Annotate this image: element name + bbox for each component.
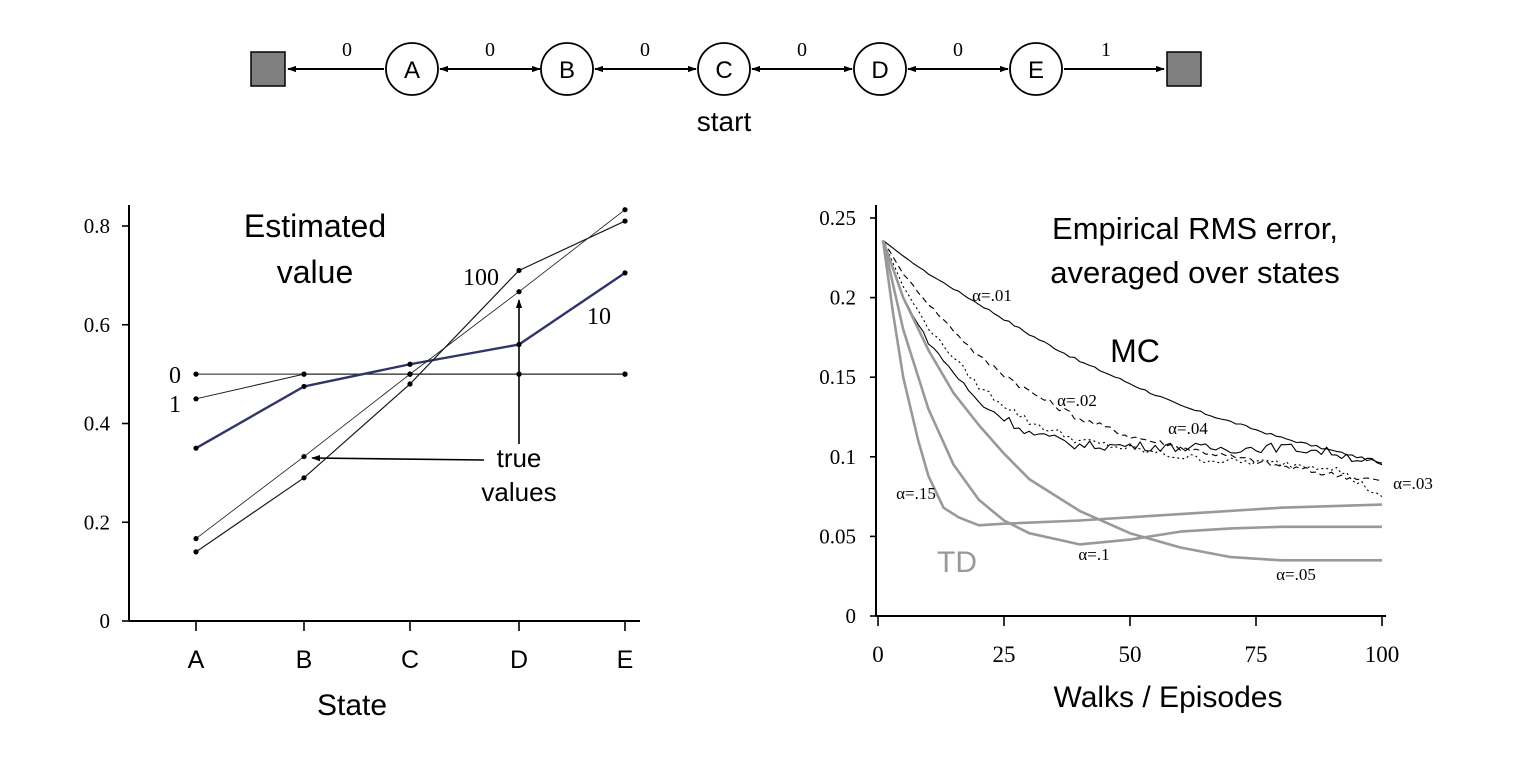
series-line-TD-1	[881, 240, 1382, 546]
right-x-tick-label: 75	[1245, 642, 1268, 667]
data-point-1	[193, 396, 199, 402]
curve-label-1: 1	[169, 392, 181, 418]
node-label-d: D	[871, 57, 888, 84]
right-x-tick-label: 100	[1365, 642, 1400, 667]
data-point-100	[516, 267, 522, 274]
td-label: TD	[937, 546, 977, 579]
data-point-10	[193, 445, 199, 451]
series-line-MC-04	[882, 240, 1383, 466]
state-node-b	[540, 42, 594, 96]
true-values-arrow-b	[311, 454, 485, 462]
right-chart-title-line2: averaged over states	[1050, 255, 1340, 290]
data-point-100	[301, 475, 307, 481]
curve-label-0: 0	[169, 363, 181, 389]
alpha-label-mc-03: α=.03	[1393, 474, 1433, 493]
alpha-label-mc-02: α=.02	[1057, 391, 1097, 410]
mc-label: MC	[1110, 333, 1160, 369]
series-line-TD-05	[881, 239, 1382, 562]
left-y-tick-label: 0.2	[84, 510, 110, 534]
right-tick-group: 0 0.05 0.1 0.15 0.2 0.25 0 25 50 75 100	[819, 206, 1399, 667]
data-point-true-values	[193, 535, 199, 542]
alpha-label-td-05: α=.05	[1276, 565, 1316, 584]
right-chart-title-line1: Empirical RMS error,	[1052, 211, 1338, 246]
left-chart-title-line2: value	[277, 254, 354, 290]
alpha-label-mc-04: α=.04	[1168, 419, 1208, 438]
right-x-tick-label: 25	[993, 642, 1016, 667]
node-label-b: B	[559, 57, 575, 84]
data-point-100	[622, 218, 628, 224]
alpha-label-td-15: α=.15	[896, 484, 936, 503]
data-point-10	[407, 361, 413, 367]
data-point-0	[193, 371, 199, 377]
right-series-group	[881, 239, 1383, 562]
true-values-label-line2: values	[481, 477, 556, 507]
state-node-a	[385, 42, 439, 96]
right-x-tick-label: 50	[1119, 642, 1142, 667]
series-line-TD-15	[881, 240, 1383, 527]
node-label-c: C	[715, 57, 732, 84]
left-x-axis-label: State	[317, 689, 387, 722]
right-y-tick-label: 0.25	[819, 206, 856, 230]
right-y-tick-label: 0	[846, 604, 857, 628]
random-walk-diagram: A B C D E 0 0 0 0 0 1 start	[250, 39, 1202, 137]
data-point-true-values	[622, 207, 628, 213]
series-line-MC-01	[882, 239, 1383, 464]
right-y-tick-label: 0.05	[819, 524, 856, 548]
data-point-true-values	[301, 453, 307, 460]
data-point-10	[301, 383, 307, 390]
start-label: start	[697, 106, 752, 137]
data-point-100	[407, 381, 413, 387]
left-y-tick-label: 0.4	[84, 412, 111, 436]
data-point-true-values	[407, 371, 413, 377]
data-point-1	[622, 371, 628, 377]
right-y-tick-label: 0.2	[830, 286, 856, 310]
right-y-tick-label: 0.15	[819, 365, 856, 389]
alpha-label-td-1: α=.1	[1078, 545, 1109, 564]
state-node-c	[697, 42, 751, 96]
estimated-value-chart: 00.20.40.60.8A B C D E Estimated value 100 1…	[84, 205, 640, 722]
data-point-true-values	[516, 289, 522, 295]
left-x-tick-label: D	[510, 646, 528, 674]
right-y-tick-label: 0.1	[830, 445, 856, 469]
left-y-tick-label: 0.6	[84, 313, 110, 337]
node-label-e: E	[1028, 57, 1044, 84]
left-tick-group: 0 0.2 0.4 0.6 0.8 A B C D E	[84, 214, 634, 674]
rms-error-chart: 0 0.05 0.1 0.15 0.2 0.25 0 25 50 75 100 Empirical …	[819, 205, 1433, 714]
series-line-MC-02	[882, 240, 1383, 482]
reward-label: 0	[342, 39, 352, 61]
node-label-a: A	[404, 57, 420, 84]
right-x-axis-label: Walks / Episodes	[1054, 681, 1283, 714]
left-terminal-box	[250, 51, 286, 87]
reward-label: 0	[640, 39, 650, 61]
right-terminal-box	[1166, 51, 1202, 87]
series-line-10	[195, 271, 626, 450]
left-y-tick-label: 0.8	[84, 214, 110, 238]
left-chart-title-line1: Estimated	[244, 208, 386, 244]
left-x-tick-label: B	[296, 646, 313, 674]
curve-label-10: 10	[587, 304, 611, 330]
true-values-label-line1: true	[497, 443, 542, 473]
left-x-tick-label: E	[617, 646, 634, 674]
left-y-tick-label: 0	[100, 609, 111, 633]
curve-label-100: 100	[463, 265, 499, 291]
right-x-tick-label: 0	[872, 642, 884, 667]
data-point-10	[622, 270, 628, 276]
reward-label: 0	[953, 39, 963, 61]
reward-label: 0	[797, 39, 807, 61]
left-x-tick-label: C	[401, 646, 419, 674]
left-x-tick-label: A	[188, 646, 205, 674]
alpha-label-mc-01: α=.01	[972, 286, 1012, 305]
left-series-group	[193, 207, 628, 555]
reward-label: 1	[1101, 39, 1111, 61]
state-node-e	[1009, 42, 1063, 96]
state-node-d	[853, 42, 907, 96]
series-line-MC-03	[882, 240, 1383, 498]
data-point-100	[193, 549, 199, 555]
reward-label: 0	[485, 39, 495, 61]
data-point-1	[301, 371, 307, 377]
